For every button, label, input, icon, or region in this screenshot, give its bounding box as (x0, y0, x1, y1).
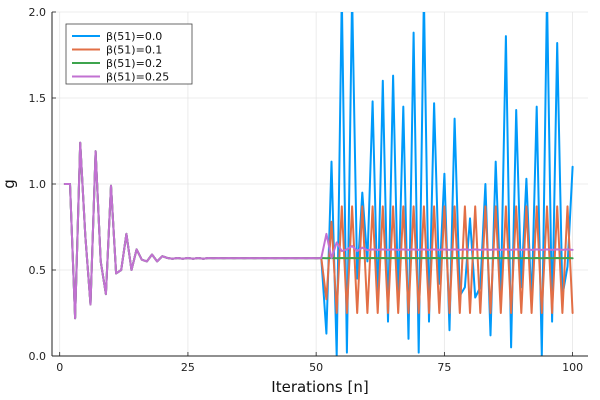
y-tick-label: 1.0 (29, 178, 47, 191)
y-tick-label: 0.5 (29, 264, 47, 277)
legend-label-4: β(51)=0.25 (106, 71, 169, 84)
series-line-4 (63, 141, 574, 320)
y-tick-label: 1.5 (29, 92, 47, 105)
legend-label-3: β(51)=0.2 (106, 57, 162, 70)
x-tick-label: 100 (562, 361, 583, 374)
legend-label-1: β(51)=0.0 (106, 30, 162, 43)
legend-label-2: β(51)=0.1 (106, 44, 162, 57)
y-tick-label: 2.0 (29, 6, 47, 19)
y-tick-label: 0.0 (29, 350, 47, 363)
x-tick-label: 75 (437, 361, 451, 374)
x-tick-label: 25 (181, 361, 195, 374)
series-layer (63, 12, 574, 356)
x-tick-label: 0 (56, 361, 63, 374)
x-tick-label: 50 (309, 361, 323, 374)
y-axis-label: g (0, 179, 18, 189)
x-axis-label: Iterations [n] (271, 378, 368, 396)
legend: β(51)=0.0β(51)=0.1β(51)=0.2β(51)=0.25 (65, 23, 193, 85)
tick-layer: 0 25 50 75 100 0.0 0.5 1.0 1.5 2.0 (29, 6, 584, 374)
legend-box (65, 23, 193, 85)
